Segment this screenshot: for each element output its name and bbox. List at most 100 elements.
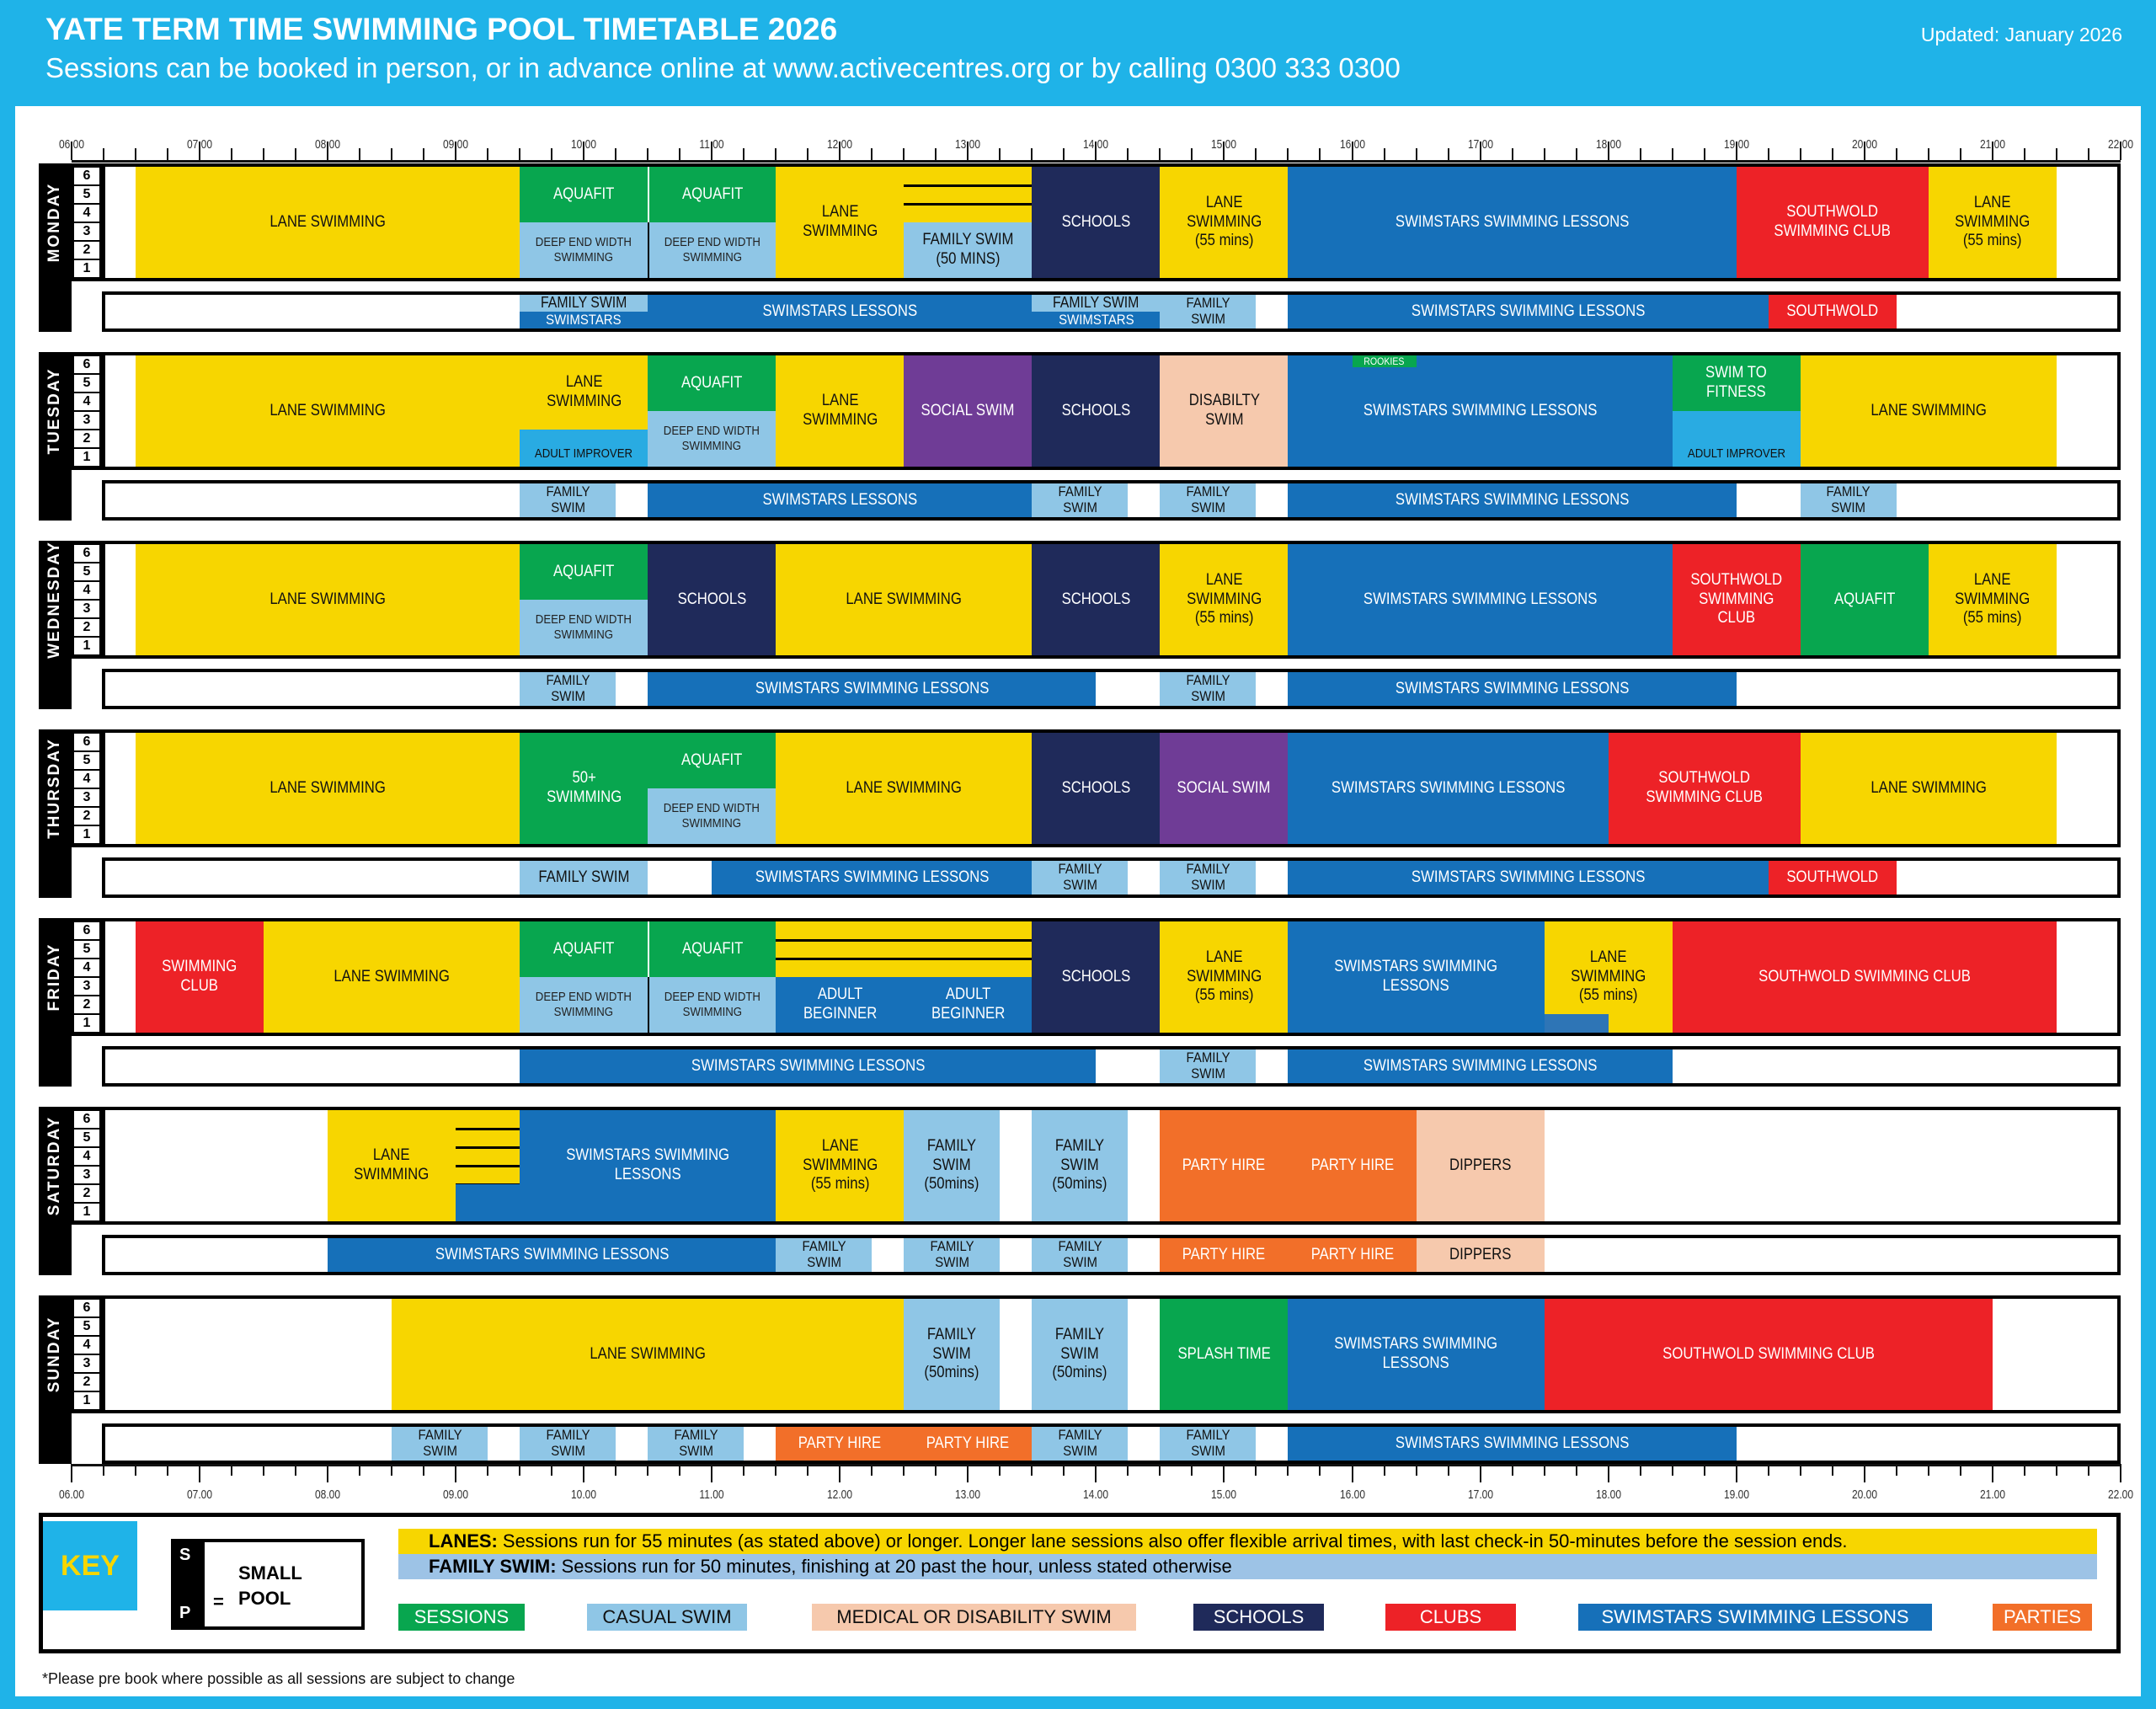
small-pool-session[interactable]: SWIMSTARS SWIMMING LESSONS	[1288, 483, 1737, 517]
session-block[interactable]: AQUAFIT	[648, 355, 776, 411]
small-pool-session[interactable]: FAMILY SWIM	[904, 1238, 1001, 1272]
session-block[interactable]: LANE SWIMMING	[328, 1110, 456, 1221]
small-pool-session[interactable]: FAMILY SWIM	[1160, 861, 1257, 895]
session-block[interactable]: LANE SWIMMING	[264, 921, 520, 1033]
session-block[interactable]: LANE SWIMMING	[136, 355, 520, 467]
session-block[interactable]: ROOKIES	[1352, 355, 1417, 367]
session-block[interactable]: LANE SWIMMING	[136, 167, 520, 278]
session-block[interactable]: SWIMSTARS SWIMMING LESSONS	[1288, 167, 1737, 278]
session-block[interactable]: PARTY HIRE	[1288, 1110, 1417, 1221]
small-pool-session[interactable]: SWIMSTARS LESSONS	[648, 483, 1033, 517]
session-block[interactable]	[776, 921, 1033, 977]
session-block[interactable]: SOUTHWOLD SWIMMING CLUB	[1672, 921, 2057, 1033]
session-block[interactable]: LANE SWIMMING (55 mins)	[1160, 167, 1289, 278]
session-block[interactable]: SCHOOLS	[648, 544, 776, 655]
session-block[interactable]: AQUAFIT	[648, 921, 776, 977]
session-block[interactable]: ADULT BEGINNER	[904, 977, 1033, 1033]
session-block[interactable]: DIPPERS	[1416, 1110, 1545, 1221]
small-pool-session[interactable]: FAMILY SWIM	[520, 861, 648, 895]
small-pool-session[interactable]: FAMILY SWIM	[1160, 1049, 1257, 1083]
small-pool-session[interactable]: SWIMSTARS SWIMMING LESSONS	[648, 672, 1097, 706]
session-block[interactable]: DEEP END WIDTH SWIMMING	[648, 411, 776, 467]
small-pool-session[interactable]: SWIMSTARS SWIMMING LESSONS	[328, 1238, 776, 1272]
session-block[interactable]	[1544, 1014, 1609, 1033]
session-block[interactable]: SWIM TO FITNESS	[1672, 355, 1801, 411]
small-pool-session[interactable]: DIPPERS	[1416, 1238, 1545, 1272]
small-pool-session[interactable]: FAMILY SWIM	[648, 1427, 744, 1461]
small-pool-session[interactable]: FAMILY SWIM	[392, 1427, 488, 1461]
small-pool-session[interactable]: SWIMSTARS	[1032, 312, 1161, 328]
small-pool-session[interactable]: FAMILY SWIM	[1160, 483, 1257, 517]
small-pool-session[interactable]: FAMILY SWIM	[520, 1427, 616, 1461]
session-block[interactable]: SCHOOLS	[1032, 544, 1161, 655]
session-block[interactable]: SOCIAL SWIM	[904, 355, 1033, 467]
small-pool-session[interactable]: FAMILY SWIM	[1032, 1238, 1129, 1272]
small-pool-session[interactable]: FAMILY SWIM	[520, 483, 616, 517]
session-block[interactable]: DEEP END WIDTH SWIMMING	[520, 222, 648, 278]
session-block[interactable]: ADULT IMPROVER	[520, 430, 648, 467]
session-block[interactable]: SCHOOLS	[1032, 167, 1161, 278]
session-block[interactable]: LANE SWIMMING	[776, 544, 1033, 655]
session-block[interactable]	[456, 1184, 520, 1221]
small-pool-session[interactable]: FAMILY SWIM	[520, 295, 648, 312]
session-block[interactable]: SCHOOLS	[1032, 921, 1161, 1033]
session-block[interactable]: AQUAFIT	[520, 544, 648, 600]
small-pool-session[interactable]: SWIMSTARS SWIMMING LESSONS	[712, 861, 1033, 895]
session-block[interactable]: SOUTHWOLD SWIMMING CLUB	[1672, 544, 1801, 655]
session-block[interactable]: SOUTHWOLD SWIMMING CLUB	[1544, 1299, 1993, 1410]
session-block[interactable]: LANE SWIMMING	[776, 167, 905, 278]
session-block[interactable]: DEEP END WIDTH SWIMMING	[520, 977, 648, 1033]
session-block[interactable]: SCHOOLS	[1032, 355, 1161, 467]
session-block[interactable]: FAMILY SWIM (50mins)	[1032, 1299, 1129, 1410]
small-pool-session[interactable]: SWIMSTARS SWIMMING LESSONS	[520, 1049, 1097, 1083]
session-block[interactable]: AQUAFIT	[520, 167, 648, 222]
session-block[interactable]: DEEP END WIDTH SWIMMING	[648, 222, 776, 278]
session-block[interactable]	[904, 167, 1033, 222]
session-block[interactable]: DEEP END WIDTH SWIMMING	[520, 600, 648, 655]
session-block[interactable]: AQUAFIT	[648, 733, 776, 788]
session-block[interactable]: SWIMSTARS SWIMMING LESSONS	[1288, 355, 1673, 467]
session-block[interactable]: FAMILY SWIM (50mins)	[904, 1110, 1001, 1221]
small-pool-session[interactable]: PARTY HIRE	[904, 1427, 1033, 1461]
session-block[interactable]: AQUAFIT	[520, 921, 648, 977]
small-pool-session[interactable]: FAMILY SWIM	[1032, 1427, 1129, 1461]
small-pool-session[interactable]: SOUTHWOLD	[1768, 295, 1897, 328]
session-block[interactable]: LANE SWIMMING (55 mins)	[1928, 167, 2057, 278]
small-pool-session[interactable]: SWIMSTARS LESSONS	[648, 295, 1033, 328]
session-block[interactable]: FAMILY SWIM (50mins)	[904, 1299, 1001, 1410]
session-block[interactable]: SWIMSTARS SWIMMING LESSONS	[520, 1110, 776, 1221]
session-block[interactable]: SWIMSTARS SWIMMING LESSONS	[1288, 733, 1609, 844]
session-block[interactable]: DEEP END WIDTH SWIMMING	[648, 977, 776, 1033]
session-block[interactable]: LANE SWIMMING	[520, 355, 648, 430]
session-block[interactable]: LANE SWIMMING	[776, 733, 1033, 844]
small-pool-session[interactable]: PARTY HIRE	[1160, 1238, 1289, 1272]
session-block[interactable]: AQUAFIT	[648, 167, 776, 222]
session-block[interactable]: SOCIAL SWIM	[1160, 733, 1289, 844]
session-block[interactable]: DEEP END WIDTH SWIMMING	[648, 788, 776, 844]
small-pool-session[interactable]: PARTY HIRE	[776, 1427, 905, 1461]
small-pool-session[interactable]: FAMILY SWIM	[1160, 295, 1257, 328]
small-pool-session[interactable]: FAMILY SWIM	[1800, 483, 1897, 517]
small-pool-session[interactable]: FAMILY SWIM	[1032, 295, 1161, 312]
session-block[interactable]: DISABILTY SWIM	[1160, 355, 1289, 467]
small-pool-session[interactable]: FAMILY SWIM	[1160, 672, 1257, 706]
session-block[interactable]: 50+ SWIMMING	[520, 733, 648, 844]
session-block[interactable]: PARTY HIRE	[1160, 1110, 1289, 1221]
session-block[interactable]: LANE SWIMMING	[1800, 355, 2057, 467]
session-block[interactable]: FAMILY SWIM (50mins)	[1032, 1110, 1129, 1221]
session-block[interactable]: LANE SWIMMING (55 mins)	[1160, 921, 1289, 1033]
small-pool-session[interactable]: SWIMSTARS SWIMMING LESSONS	[1288, 1049, 1673, 1083]
session-block[interactable]: LANE SWIMMING	[776, 355, 905, 467]
session-block[interactable]: LANE SWIMMING (55 mins)	[1160, 544, 1289, 655]
session-block[interactable]: LANE SWIMMING	[136, 733, 520, 844]
session-block[interactable]: SWIMSTARS SWIMMING LESSONS	[1288, 544, 1673, 655]
session-block[interactable]: LANE SWIMMING (55 mins)	[776, 1110, 905, 1221]
session-block[interactable]: FAMILY SWIM (50 MINS)	[904, 222, 1033, 278]
session-block[interactable]: ADULT IMPROVER	[1672, 411, 1801, 467]
small-pool-session[interactable]: PARTY HIRE	[1288, 1238, 1417, 1272]
session-block[interactable]: SOUTHWOLD SWIMMING CLUB	[1736, 167, 1929, 278]
small-pool-session[interactable]: SOUTHWOLD	[1768, 861, 1897, 895]
session-block[interactable]: SWIMSTARS SWIMMING LESSONS	[1288, 1299, 1545, 1410]
small-pool-session[interactable]: FAMILY SWIM	[1032, 483, 1129, 517]
session-block[interactable]: LANE SWIMMING	[136, 544, 520, 655]
